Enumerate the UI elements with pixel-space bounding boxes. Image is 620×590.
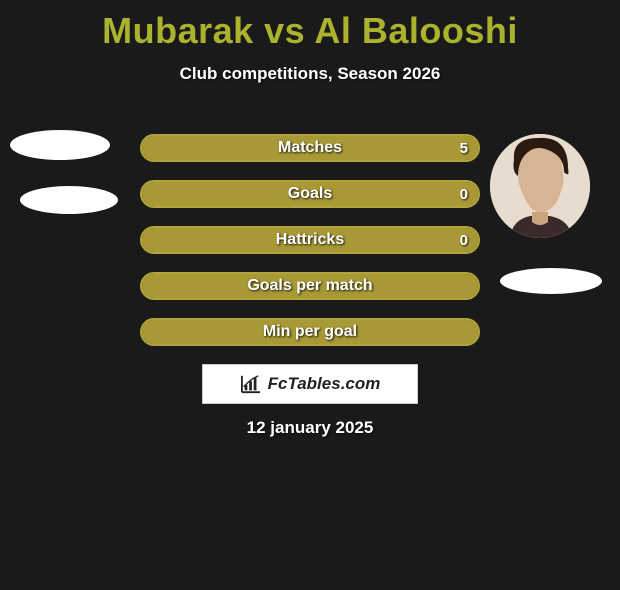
stat-value-right: 0 xyxy=(460,228,468,252)
stat-label: Goals per match xyxy=(142,274,478,298)
date-text: 12 january 2025 xyxy=(0,418,620,438)
stat-value-right: 5 xyxy=(460,136,468,160)
stat-row-goals-per-match: Goals per match xyxy=(140,272,480,300)
stat-row-goals: Goals 0 xyxy=(140,180,480,208)
page-subtitle: Club competitions, Season 2026 xyxy=(0,64,620,84)
right-player-ellipse xyxy=(500,268,602,294)
bar-chart-icon xyxy=(240,374,262,394)
stat-label: Goals xyxy=(142,182,478,206)
attribution-text: FcTables.com xyxy=(268,374,381,394)
stat-label: Min per goal xyxy=(142,320,478,344)
page-title: Mubarak vs Al Balooshi xyxy=(0,10,620,52)
stat-row-group: Matches 5 Goals 0 Hattricks 0 Goals per … xyxy=(140,134,480,364)
left-player-ellipse-1 xyxy=(10,130,110,160)
right-player-avatar xyxy=(490,134,590,238)
left-player-ellipse-2 xyxy=(20,186,118,214)
attribution-logo: FcTables.com xyxy=(202,364,418,404)
stat-value-right: 0 xyxy=(460,182,468,206)
stat-label: Matches xyxy=(142,136,478,160)
stat-row-hattricks: Hattricks 0 xyxy=(140,226,480,254)
stat-row-min-per-goal: Min per goal xyxy=(140,318,480,346)
avatar-placeholder-icon xyxy=(490,134,590,238)
stat-row-matches: Matches 5 xyxy=(140,134,480,162)
stat-label: Hattricks xyxy=(142,228,478,252)
